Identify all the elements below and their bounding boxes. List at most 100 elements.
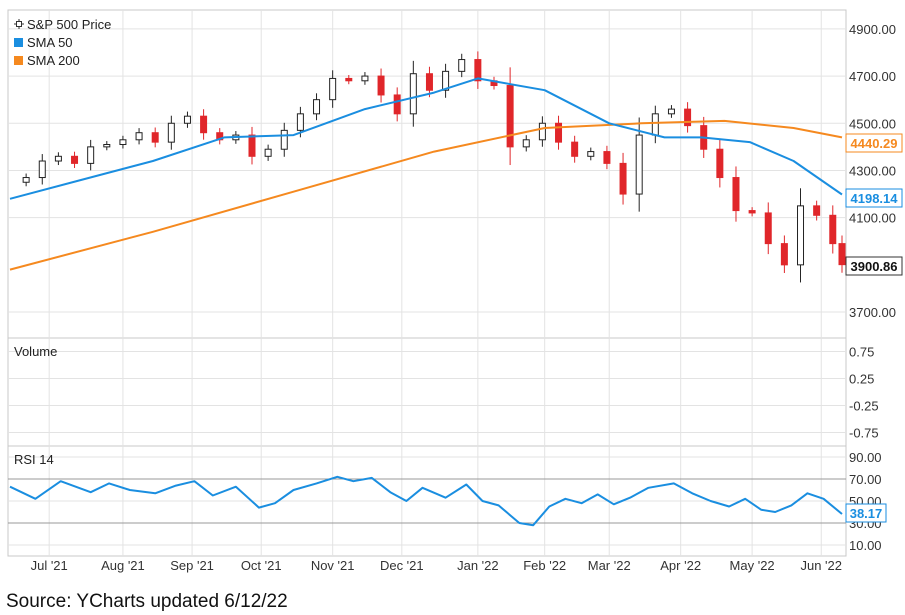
candle-body: [22, 177, 30, 183]
candle-body: [684, 108, 692, 127]
legend-label-sma200: SMA 200: [27, 53, 80, 68]
candle-body: [764, 212, 772, 245]
price-legend: S&P 500 Price SMA 50 SMA 200: [14, 17, 111, 68]
candle-body: [280, 129, 288, 150]
candle-body: [361, 75, 369, 82]
candle-body: [667, 108, 675, 115]
rsi-label: RSI 14: [14, 452, 54, 467]
x-tick-label: Oct '21: [241, 558, 282, 573]
candle-body: [329, 77, 337, 101]
candle-body: [651, 113, 659, 136]
price-y-tick-label: 4100.00: [849, 211, 896, 226]
candle-body: [587, 151, 595, 157]
rsi-layer: [8, 475, 846, 527]
x-tick-label: Jan '22: [457, 558, 499, 573]
candle-body: [167, 122, 175, 143]
candle-body: [813, 205, 821, 216]
crosshair-icon: [14, 19, 24, 29]
candle-body: [458, 59, 466, 72]
legend-label-price: S&P 500 Price: [27, 17, 111, 32]
candle-body: [377, 75, 385, 96]
volume-panel: [7, 337, 847, 447]
volume-y-tick-label: 0.25: [849, 372, 874, 387]
candle-body: [829, 214, 837, 245]
candle-body: [103, 144, 111, 148]
legend-label-sma50: SMA 50: [27, 35, 73, 50]
legend-swatch-sma50: [14, 38, 23, 47]
volume-label: Volume: [14, 344, 57, 359]
candle-body: [838, 243, 846, 266]
candle-body: [54, 155, 62, 162]
candle-body: [38, 160, 46, 179]
rsi-y-tick-label: 10.00: [849, 538, 882, 553]
sma50-line: [9, 77, 843, 200]
candle-body: [571, 141, 579, 157]
badge-price: 3900.86: [845, 256, 903, 276]
x-tick-label: Aug '21: [101, 558, 145, 573]
candle-body: [506, 85, 514, 148]
candle-body: [425, 73, 433, 91]
rsi-line: [9, 475, 843, 527]
volume-y-tick-label: 0.75: [849, 345, 874, 360]
candle-body: [797, 205, 805, 266]
candle-body: [442, 70, 450, 91]
candle-body: [474, 59, 482, 82]
volume-y-tick-label: -0.25: [849, 399, 879, 414]
rsi-y-tick-label: 70.00: [849, 472, 882, 487]
candle-body: [71, 155, 79, 164]
x-tick-label: May '22: [730, 558, 775, 573]
candle-body: [635, 134, 643, 195]
candle-body: [183, 115, 191, 124]
candle-body: [345, 77, 353, 82]
price-y-tick-label: 4500.00: [849, 116, 896, 131]
candle-body: [200, 115, 208, 134]
candle-body: [393, 94, 401, 115]
x-tick-label: Dec '21: [380, 558, 424, 573]
x-tick-labels: Jul '21 Aug '21 Sep '21 Oct '21 Nov '21 Dec '…: [31, 558, 842, 573]
price-y-tick-label: 4900.00: [849, 22, 896, 37]
volume-y-tick-label: -0.75: [849, 426, 879, 441]
source-note: Source: YCharts updated 6/12/22: [6, 591, 288, 612]
x-tick-label: Jun '22: [800, 558, 842, 573]
candle-body: [538, 122, 546, 141]
badge-sma200: 4440.29: [845, 133, 903, 153]
price-y-tick-label: 4700.00: [849, 69, 896, 84]
x-tick-label: Feb '22: [523, 558, 566, 573]
price-y-tick-label: 4300.00: [849, 163, 896, 178]
sma-layer: [9, 77, 843, 271]
candle-body: [522, 139, 530, 148]
candle-body: [409, 73, 417, 115]
candle-body: [748, 210, 756, 214]
badge-rsi: 38.17: [845, 503, 887, 523]
svg-text:38.17: 38.17: [850, 506, 883, 521]
candle-body: [619, 162, 627, 195]
x-tick-label: Apr '22: [660, 558, 701, 573]
stock-chart: 4900.00 4700.00 4500.00 4300.00 4100.00 3700.…: [7, 9, 903, 573]
candle-body: [87, 146, 95, 164]
legend-swatch-sma200: [14, 56, 23, 65]
candle-body: [296, 113, 304, 131]
svg-text:4440.29: 4440.29: [851, 136, 898, 151]
sma200-line: [9, 119, 843, 271]
x-tick-label: Mar '22: [588, 558, 631, 573]
x-tick-label: Nov '21: [311, 558, 355, 573]
badge-sma50: 4198.14: [845, 188, 903, 208]
y-tick-labels: 4900.00 4700.00 4500.00 4300.00 4100.00 3700.…: [849, 22, 896, 553]
candle-body: [248, 134, 256, 157]
svg-text:3900.86: 3900.86: [851, 259, 898, 274]
rsi-y-tick-label: 90.00: [849, 450, 882, 465]
candle-body: [716, 148, 724, 179]
candle-body: [732, 177, 740, 212]
svg-text:4198.14: 4198.14: [851, 191, 899, 206]
candle-body: [119, 139, 127, 146]
candle-body: [555, 122, 563, 143]
candle-body: [780, 243, 788, 266]
x-tick-label: Sep '21: [170, 558, 214, 573]
x-tick-label: Jul '21: [31, 558, 68, 573]
candle-body: [135, 132, 143, 141]
candle-body: [603, 151, 611, 164]
price-panel: [7, 9, 847, 339]
candle-body: [151, 132, 159, 143]
candle-body: [264, 148, 272, 157]
price-y-tick-label: 3700.00: [849, 305, 896, 320]
